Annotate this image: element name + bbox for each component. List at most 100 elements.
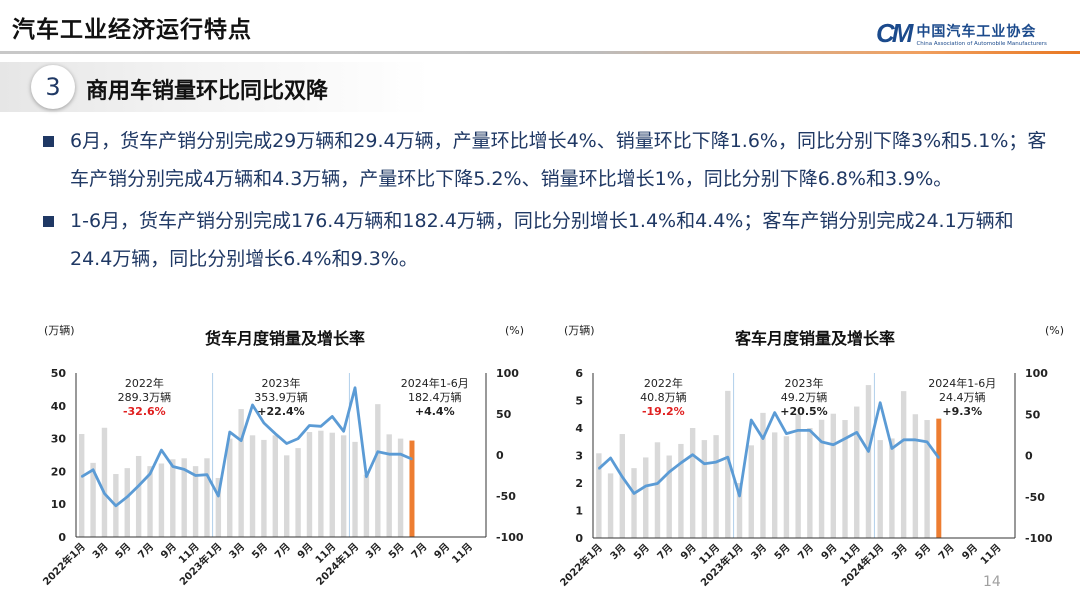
bus-sales-chart: 客车月度销量及增长率 (万辆) (%) 0 1 2 3 4 5 6 -100 -50 0 50 100 202… [560,323,1064,589]
sales-bar [666,455,672,538]
y-tick-label: 50 [51,367,67,380]
sales-bar [736,483,743,538]
growth-rate-point [727,456,729,458]
annotation-change: +9.3% [942,405,982,418]
sales-bar [340,435,347,537]
y2-tick-label: 0 [496,449,504,462]
x-tick-label: 5月 [631,542,651,562]
y-tick-label: 1 [575,505,583,518]
sales-bar [631,468,637,538]
growth-rate-point [598,467,600,470]
y-tick-label: 2 [575,477,583,490]
annotation-change: -19.2% [642,405,685,418]
y2-tick-label: -50 [1025,491,1045,504]
growth-rate-point [750,419,753,421]
sales-bar [192,466,199,537]
annotation-total: 289.3万辆 [118,390,172,404]
growth-rate-point [773,411,776,414]
sales-bar [147,466,153,537]
section-number-badge: 3 [31,65,75,109]
sales-bar [170,459,176,537]
sales-bar [713,435,719,538]
slide-title: 汽车工业经济运行特点 [12,17,252,43]
sales-bar [215,477,222,537]
growth-rate-point [668,471,670,473]
sales-bar [318,430,324,537]
y-tick-label: 30 [51,433,67,446]
sales-bar [842,420,848,538]
x-tick-label: 9月 [819,542,839,562]
growth-rate-point [103,492,106,495]
growth-rate-point [797,429,799,432]
y-tick-label: 5 [575,395,583,408]
growth-rate-point [902,439,905,441]
growth-rate-point [92,468,94,471]
growth-rate-point [762,437,764,440]
x-tick-label: 5月 [772,542,792,562]
sales-bar [363,474,370,537]
growth-rate-point [274,432,277,435]
annotation-year: 2023年 [262,376,301,390]
growth-rate-point [832,443,835,446]
growth-rate-point [194,474,197,477]
y2-tick-label: -100 [496,531,524,544]
sales-bar [854,406,860,538]
sales-bar [748,445,754,538]
y-tick-label: 20 [51,465,67,478]
sales-bar [101,427,108,537]
x-tick-label: 3月 [608,542,628,562]
annotation-change: +22.4% [257,405,304,418]
x-tick-label: 5月 [913,542,933,562]
growth-rate-point [388,453,390,455]
growth-rate-point [297,437,299,440]
x-tick-label: 9月 [678,542,698,562]
growth-rate-point [633,492,635,495]
growth-rate-point [183,468,185,471]
sales-bar [760,412,766,538]
bullet-square-icon [43,136,54,147]
growth-rate-point [411,458,413,460]
y-axis-unit: (万辆) [44,323,75,337]
growth-rate-point [926,441,928,443]
growth-rate-point [809,429,811,432]
y2-tick-label: 50 [1025,408,1041,421]
sales-bar [607,473,614,538]
sales-bar [865,385,872,538]
growth-rate-line [597,401,940,498]
growth-rate-point [172,465,174,468]
sales-bar [877,440,883,538]
growth-rate-point [331,415,334,418]
chart-title: 货车月度销量及增长率 [205,329,365,348]
growth-rate-point [867,450,870,453]
annotation-change: +4.4% [415,405,455,418]
annotation-year: 2023年 [785,376,824,390]
sales-bar [78,434,85,537]
x-tick-label: 7月 [136,541,156,561]
growth-rate-point [80,475,83,478]
sales-bar [830,413,837,538]
truck-sales-chart: 货车月度销量及增长率 (万辆) (%) 0 10 20 30 40 50 -100 -50 0 50 10… [40,323,524,588]
sales-bar [912,414,919,538]
x-tick-label: 2022年1月 [560,541,605,589]
logo-mark-icon: CM [876,18,913,48]
sales-bar [678,443,684,538]
sales-bar [701,440,708,538]
sales-bar [900,391,907,538]
sales-bar [596,453,602,538]
sales-bar [238,409,244,537]
sales-bar [771,432,778,538]
sales-bar [227,438,233,537]
annotation-year: 2024年1-6月 [928,376,996,390]
sales-bar [204,458,210,537]
sales-bar [807,428,813,538]
growth-rate-point [126,496,129,498]
growth-rate-point [354,386,356,389]
logo-name-cn: 中国汽车工业协会 [916,23,1037,40]
annotation-change: +20.5% [780,405,827,418]
growth-rate-point [820,441,823,443]
growth-rate-point [206,473,208,476]
x-tick-label: 11月 [978,542,1003,567]
y2-tick-label: -50 [496,490,516,503]
x-tick-label: 11月 [450,541,475,566]
bullet-text: 1-6月，货车产销分别完成176.4万辆和182.4万辆，同比分别增长1.4%和… [70,210,1014,270]
